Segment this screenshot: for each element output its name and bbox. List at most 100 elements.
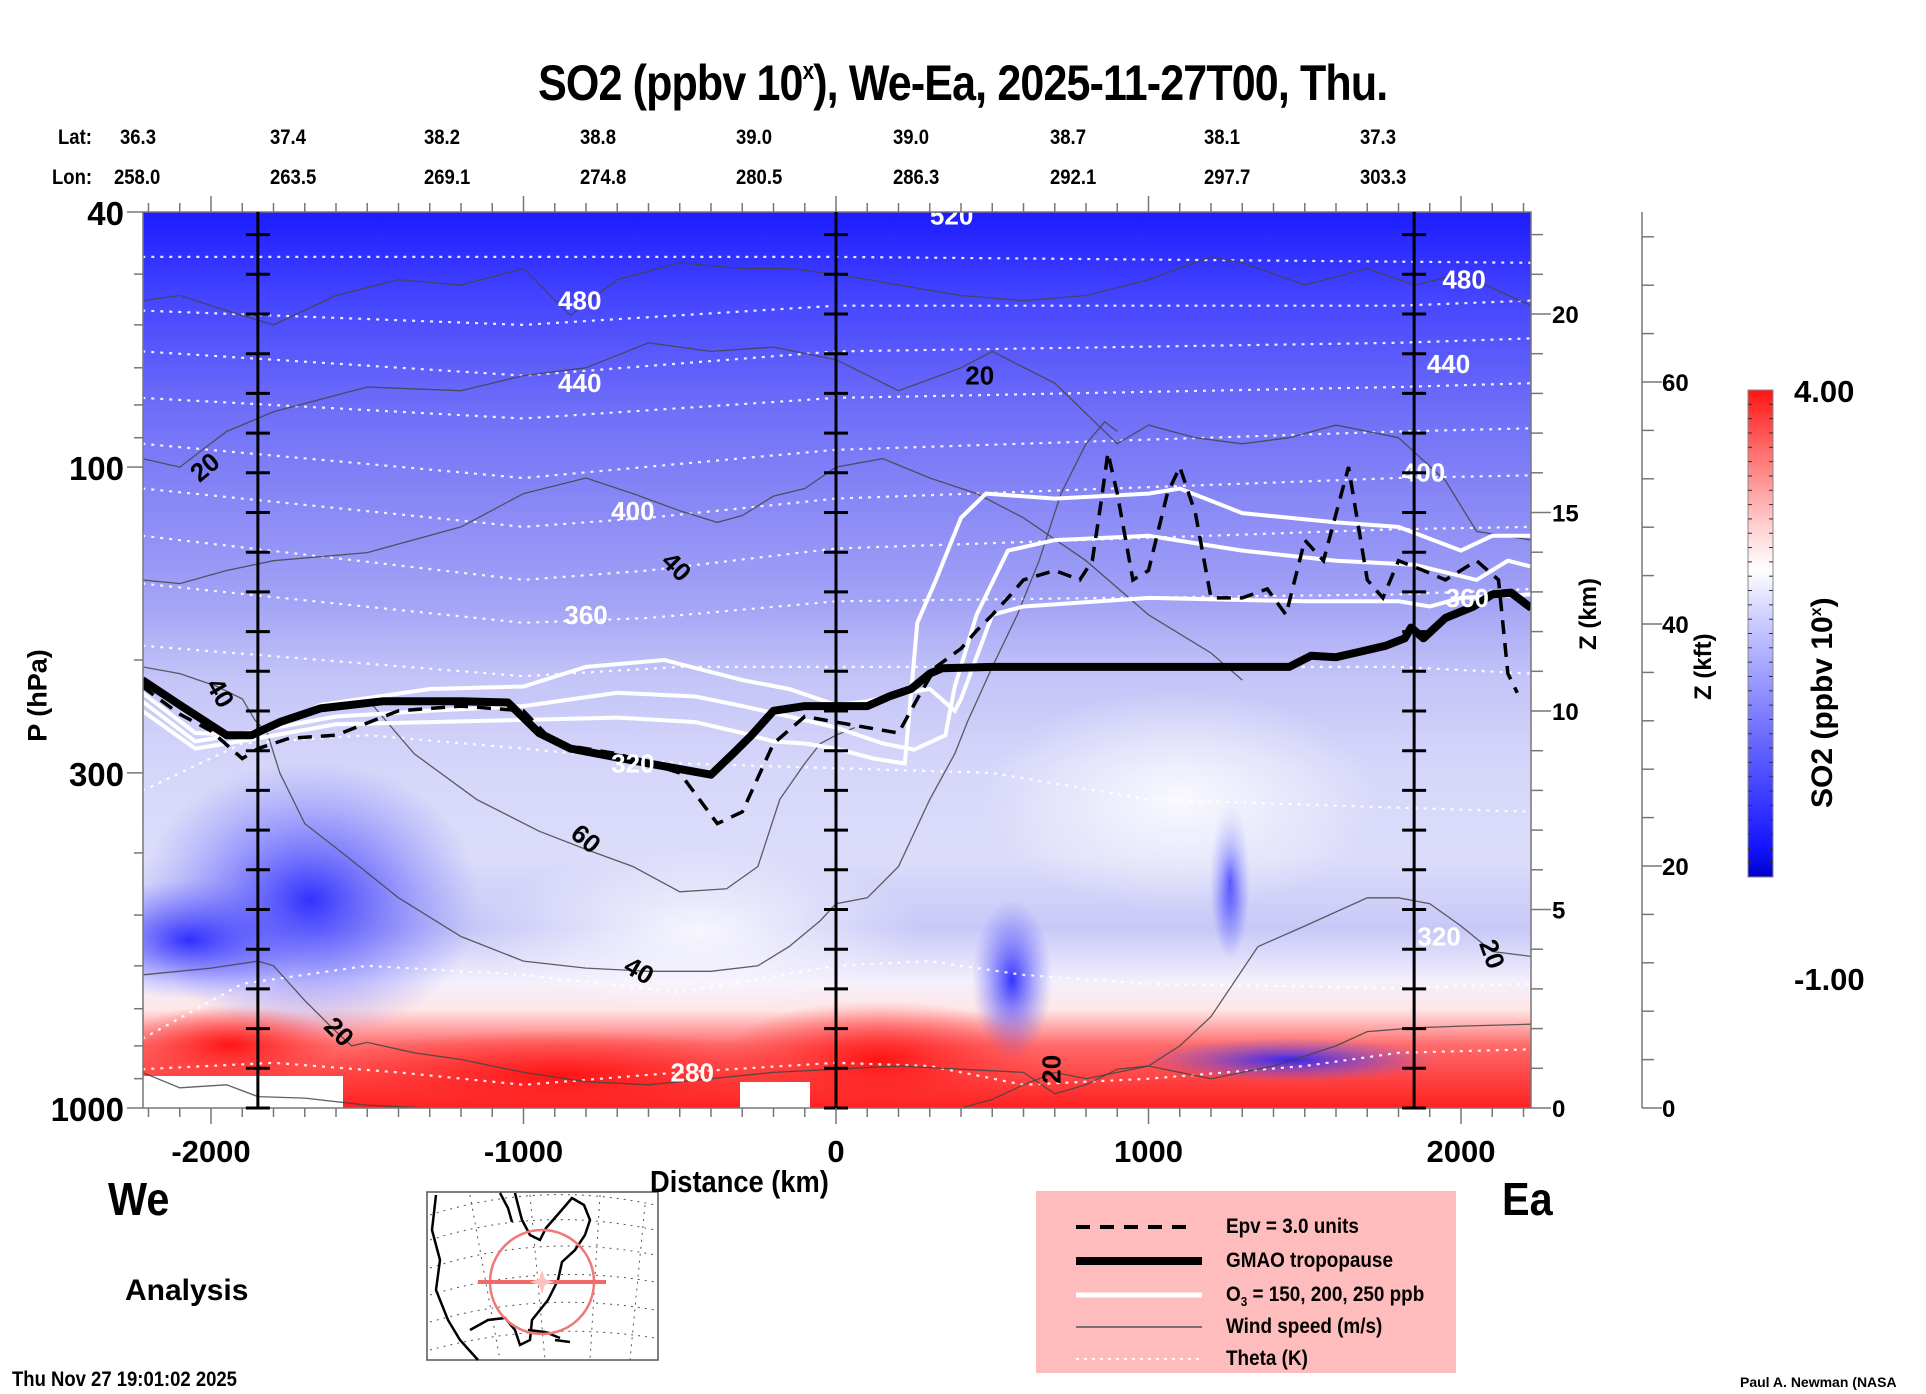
series-wind-40-left: [143, 457, 1243, 681]
thin-line-swatch: [1076, 1326, 1202, 1328]
series-o3-200-ppb: [143, 533, 1531, 752]
z-km-tick-label: 15: [1552, 501, 1579, 528]
center-star: [530, 1270, 554, 1294]
z-kft-tick-label: 0: [1662, 1096, 1675, 1123]
lon-value: 263.5: [270, 166, 317, 189]
lon-value: 280.5: [736, 166, 783, 189]
legend-label: Wind speed (m/s): [1226, 1315, 1383, 1338]
contour-series: [143, 256, 1531, 1108]
surface-mask: [740, 1082, 810, 1108]
lat-value: 38.1: [1204, 126, 1240, 149]
legend-label: O3 = 150, 200, 250 ppb: [1226, 1283, 1425, 1310]
y-tick-label: 1000: [51, 1091, 124, 1128]
so2-white-region: [980, 690, 1380, 910]
lon-label: Lon:: [52, 166, 93, 189]
theta-label: 360: [1446, 583, 1489, 613]
plot-area: 5204804804404404004003603603203202802020…: [143, 212, 1531, 1108]
dashed-line-swatch: [1076, 1225, 1191, 1229]
lon-value: 297.7: [1204, 166, 1251, 189]
analysis-label: Analysis: [125, 1274, 249, 1307]
y-tick-label: 40: [87, 195, 124, 232]
legend-label: Theta (K): [1226, 1347, 1308, 1370]
theta-line: [143, 1048, 1531, 1086]
lat-value: 38.2: [424, 126, 460, 149]
theta-label: 440: [1427, 349, 1470, 379]
coastline: [430, 1192, 592, 1361]
so2-blue-anomaly: [143, 880, 310, 1000]
colorbar: [1747, 389, 1774, 878]
colorbar-label: SO2 (ppbv 10x): [1806, 597, 1839, 808]
wind-label: 20: [1037, 1055, 1067, 1084]
z-km-tick-label: 20: [1552, 302, 1579, 329]
z-km-axis-label: Z (km): [1575, 578, 1602, 650]
legend-label: GMAO tropopause: [1226, 1249, 1393, 1272]
legend-label: Epv = 3.0 units: [1226, 1215, 1359, 1238]
lat-value: 39.0: [893, 126, 929, 149]
y-tick-label: 100: [69, 450, 124, 487]
theta-label: 320: [611, 748, 654, 778]
thick-line-swatch: [1076, 1257, 1202, 1265]
theta-label: 480: [1442, 265, 1485, 295]
legend-item-theta: Theta (K): [1036, 1343, 1456, 1373]
wind-label: 20: [965, 361, 994, 391]
lon-value: 292.1: [1050, 166, 1097, 189]
legend-item-ozone: O3 = 150, 200, 250 ppb: [1036, 1279, 1456, 1309]
so2-blue-anomaly: [1140, 1038, 1440, 1082]
lon-value: 303.3: [1360, 166, 1407, 189]
credit: Paul A. Newman (NASA: [1740, 1374, 1897, 1390]
z-kft-tick-label: 40: [1662, 612, 1689, 639]
theta-line: [143, 525, 1531, 582]
lon-value: 274.8: [580, 166, 627, 189]
lat-value: 37.4: [270, 126, 306, 149]
x-tick-label: 1000: [1114, 1134, 1183, 1169]
lon-value: 269.1: [424, 166, 471, 189]
so2-white-region: [480, 850, 920, 1010]
surface-mask: [143, 1076, 343, 1108]
lon-value: 286.3: [893, 166, 940, 189]
caribbean-islands: [527, 1328, 571, 1344]
z-kft-axis-label: Z (kft): [1690, 633, 1717, 700]
lat-label: Lat:: [58, 126, 92, 149]
theta-label: 440: [558, 368, 601, 398]
vertical-markers: [245, 212, 1427, 1110]
legend: Epv = 3.0 units GMAO tropopause O3 = 150…: [1036, 1191, 1456, 1373]
lat-value: 36.3: [120, 126, 156, 149]
so2-red-region: [300, 1030, 820, 1108]
timestamp: Thu Nov 27 19:01:02 2025: [12, 1368, 237, 1391]
legend-item-wind: Wind speed (m/s): [1036, 1311, 1456, 1341]
x-axis-label: Distance (km): [650, 1164, 829, 1199]
series-wind-east-lower: [960, 1023, 1531, 1108]
theta-line: [143, 734, 1531, 813]
lat-value: 37.3: [1360, 126, 1396, 149]
y-axis-label: P (hPa): [22, 649, 53, 742]
x-tick-label: -2000: [171, 1134, 250, 1169]
series-wind-20-mid: [143, 342, 1531, 541]
y-axis-label-wrap: P (hPa): [18, 640, 58, 760]
z-kft-tick-label: 60: [1662, 370, 1689, 397]
series-o3-250-ppb: [143, 486, 1531, 766]
x-tick-label: 2000: [1427, 1134, 1496, 1169]
series-wind-40-lower: [143, 420, 1118, 972]
theta-label: 320: [1417, 921, 1460, 951]
dotted-line-swatch: [1076, 1358, 1202, 1360]
so2-red-region: [143, 1005, 340, 1085]
z-km-tick-label: 5: [1552, 898, 1565, 925]
chart-title: SO2 (ppbv 10x), We-Ea, 2025-11-27T00, Th…: [538, 55, 1388, 111]
y-tick-label: 300: [69, 756, 124, 793]
z-km-tick-label: 10: [1552, 699, 1579, 726]
legend-item-tropopause: GMAO tropopause: [1036, 1245, 1456, 1275]
colorbar-max-label: 4.00: [1794, 374, 1855, 409]
lat-value: 38.7: [1050, 126, 1086, 149]
lon-value: 258.0: [114, 166, 161, 189]
east-label: Ea: [1502, 1173, 1553, 1225]
x-tick-label: -1000: [484, 1134, 563, 1169]
x-tick-label: 0: [827, 1134, 844, 1169]
theta-label: 400: [611, 496, 654, 526]
series-wind-20-lower: [143, 897, 1531, 1095]
locator-map: [426, 1191, 659, 1361]
theta-label: 480: [558, 286, 601, 316]
colorbar-min-label: -1.00: [1794, 962, 1865, 997]
theta-label: 360: [564, 600, 607, 630]
z-kft-tick-label: 20: [1662, 854, 1689, 881]
